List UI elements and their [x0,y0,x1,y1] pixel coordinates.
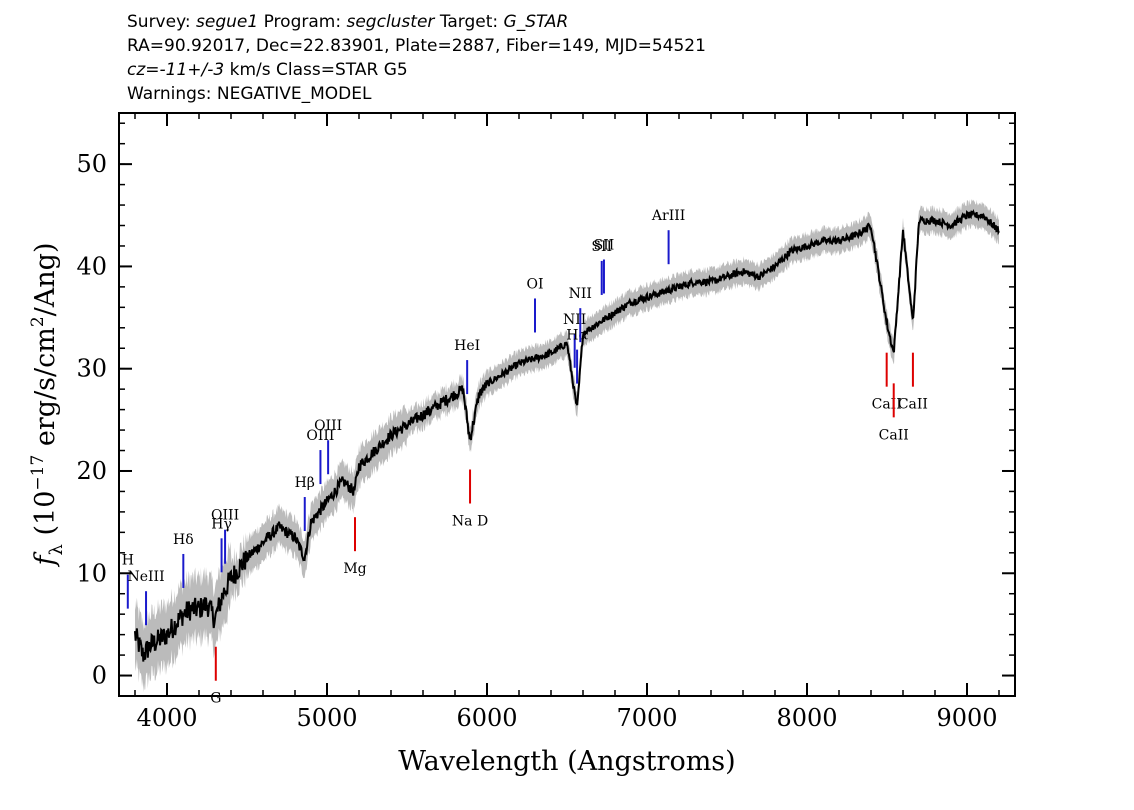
y-label-unit-a: (10 [30,491,61,544]
y-tick-label-2: 20 [76,457,107,485]
x-tick-label-0: 4000 [136,704,197,732]
line-label-15: ArIII [651,208,685,224]
line-label-17: Mg [343,561,366,577]
line-label-21: CaII [898,397,928,413]
axis-ticks: 4000 5000 6000 7000 8000 9000 0 10 20 30 40 50 [76,113,1015,732]
x-tick-label-5: 9000 [936,704,997,732]
x-tick-label-1: 5000 [296,704,357,732]
y-label-unit-b: erg/s/cm [30,327,61,455]
y-tick-label-4: 40 [76,252,107,280]
x-tick-label-3: 7000 [616,704,677,732]
line-label-12: NII [569,286,592,302]
plot-frame [118,112,1016,697]
cz-value: -11+/-3 [159,60,225,80]
y-label-unit-c: /Ang) [30,243,61,317]
y-tick-label-0: 0 [92,662,107,690]
y-tick-label-5: 50 [76,150,107,178]
line-label-16: G [210,691,221,707]
line-label-7: OIII [314,418,342,434]
y-label-exp1: −17 [28,455,48,491]
line-label-14: SII [594,238,615,254]
cz-label: cz= [127,60,160,80]
error-band [135,199,999,693]
flux-line [134,208,1000,662]
y-label-exp2: 2 [28,316,48,327]
header-line-3: cz=-11+/-3 km/s Class=STAR G5 [127,58,706,82]
x-tick-label-4: 8000 [776,704,837,732]
target-label: Target: [439,12,499,32]
y-tick-label-3: 30 [76,355,107,383]
line-label-2: Hδ [173,532,194,548]
line-label-0: H [122,553,134,569]
x-axis-label: Wavelength (Angstroms) [398,746,735,777]
line-label-6: OIII [306,428,334,444]
line-label-3: Hγ [211,516,232,532]
header-line-1: Survey: segue1 Program: segcluster Targe… [127,10,706,34]
line-label-13: SII [591,239,612,255]
header-line-2: RA=90.92017, Dec=22.83901, Plate=2887, F… [127,36,706,56]
target-value: G_STAR [503,12,569,32]
x-tick-label-2: 6000 [456,704,517,732]
program-label: Program: [263,12,342,32]
cz-unit-class: km/s Class=STAR G5 [229,60,408,80]
spectrum-series [134,208,1000,662]
line-label-1: NeIII [127,569,164,585]
y-label-lambda: λ [46,544,67,555]
y-axis-label: fλ (10−17 erg/s/cm2/Ang) [28,243,67,568]
survey-value: segue1 [196,12,259,32]
line-label-5: Hβ [295,475,315,491]
program-value: segcluster [346,12,435,32]
error-envelope [135,199,999,693]
line-label-10: NII [563,312,586,328]
line-label-20: CaII [879,427,909,443]
line-label-8: HeI [454,338,480,354]
svg-text:fλ (10−17 erg/s/cm2/Ang): fλ (10−17 erg/s/cm2/Ang) [28,243,67,568]
line-label-4: OIII [211,508,239,524]
header-line-4: Warnings: NEGATIVE_MODEL [127,84,372,104]
spectrum-header: Survey: segue1 Program: segcluster Targe… [127,10,706,106]
line-label-11: Hα [566,328,588,344]
line-label-18: Na D [452,513,488,529]
line-markers: HNeIIIHδHγOIIIHβOIIIOIIIHeIOINIIHαNIISII… [122,208,928,707]
line-label-9: OI [526,276,543,292]
survey-label: Survey: [127,12,191,32]
y-tick-label-1: 10 [76,559,107,587]
